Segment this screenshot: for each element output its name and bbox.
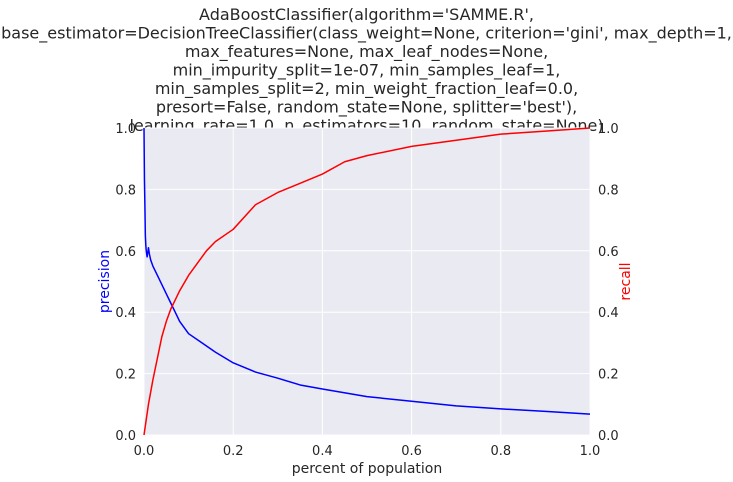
y-left-tick-label: 0.2 — [115, 368, 136, 383]
title-line: AdaBoostClassifier(algorithm='SAMME.R', — [199, 5, 534, 24]
plot-area — [144, 128, 590, 435]
y-right-tick-label: 0.0 — [598, 429, 619, 444]
x-tick-label: 1.0 — [580, 444, 601, 459]
title-line: base_estimator=DecisionTreeClassifier(cl… — [1, 24, 732, 44]
x-axis-label: percent of population — [292, 461, 443, 477]
y-left-axis-ticks: 0.0 0.2 0.4 0.6 0.8 1.0 — [115, 122, 136, 444]
y-right-tick-label: 0.8 — [598, 183, 619, 198]
chart-title: AdaBoostClassifier(algorithm='SAMME.R',b… — [1, 5, 732, 136]
y-right-tick-label: 0.4 — [598, 306, 619, 321]
y-left-tick-label: 1.0 — [115, 122, 136, 137]
series-lines — [143, 127, 591, 436]
y-right-axis-ticks: 0.0 0.2 0.4 0.6 0.8 1.0 — [598, 122, 619, 444]
title-line: max_features=None, max_leaf_nodes=None, — [185, 42, 548, 62]
y-right-axis-label: recall — [618, 262, 634, 300]
x-tick-label: 0.8 — [490, 444, 511, 459]
y-right-tick-label: 0.2 — [598, 368, 619, 383]
x-tick-label: 0.2 — [223, 444, 244, 459]
title-line: presort=False, random_state=None, splitt… — [156, 98, 577, 118]
y-left-tick-label: 0.8 — [115, 183, 136, 198]
x-tick-label: 0.0 — [134, 444, 155, 459]
x-tick-label: 0.6 — [401, 444, 422, 459]
recall-line — [143, 127, 591, 436]
title-line: min_samples_split=2, min_weight_fraction… — [155, 79, 578, 99]
y-left-tick-label: 0.0 — [115, 429, 136, 444]
gridlines — [143, 127, 591, 436]
y-left-axis-label: precision — [97, 250, 113, 313]
x-tick-label: 0.4 — [312, 444, 333, 459]
y-right-tick-label: 1.0 — [598, 122, 619, 137]
y-left-tick-label: 0.6 — [115, 245, 136, 260]
precision-line — [143, 127, 591, 415]
y-right-tick-label: 0.6 — [598, 245, 619, 260]
title-line: min_impurity_split=1e-07, min_samples_le… — [173, 61, 561, 81]
x-axis-ticks: 0.0 0.2 0.4 0.6 0.8 1.0 — [134, 444, 601, 459]
y-left-tick-label: 0.4 — [115, 306, 136, 321]
